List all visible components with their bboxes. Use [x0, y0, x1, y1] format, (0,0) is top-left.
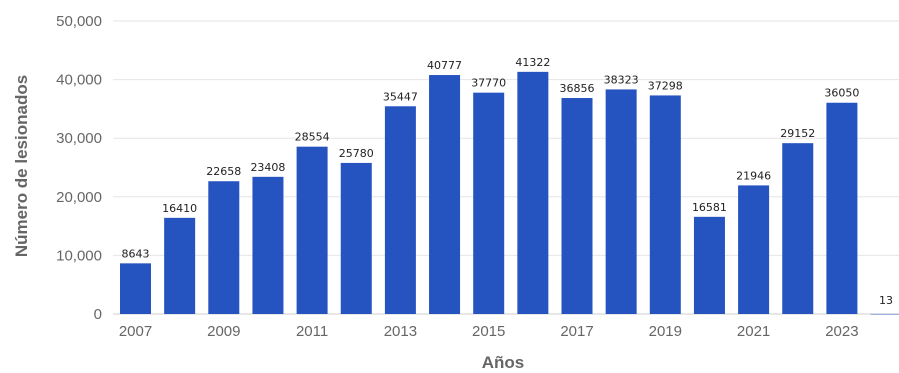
bar-data-label: 37770 [471, 77, 506, 90]
bar [164, 217, 196, 314]
bar-data-label: 23408 [250, 161, 285, 174]
y-axis-ticks: 0 10,000 20,000 30,000 40,000 50,000 [56, 13, 102, 323]
bar-data-label: 13 [879, 294, 893, 307]
data-labels: 8643 16410 22658 23408 28554 25780 35447 40777 3… [122, 56, 894, 307]
bar-data-label: 36050 [824, 87, 859, 100]
y-axis-title: Número de lesionados [12, 75, 31, 257]
bar-data-label: 29152 [780, 127, 815, 140]
y-tick-label: 40,000 [56, 72, 102, 89]
bar [296, 146, 328, 314]
bar [826, 102, 858, 314]
bar [340, 162, 372, 314]
x-tick-label: 2021 [737, 323, 770, 340]
bar-data-label: 36856 [560, 82, 595, 95]
bar-data-label: 40777 [427, 59, 462, 72]
bar-data-label: 28554 [295, 131, 330, 144]
bars [120, 71, 899, 315]
bar [120, 263, 151, 314]
bar [252, 176, 284, 314]
x-tick-label: 2023 [825, 323, 858, 340]
bar [561, 98, 593, 315]
bar [473, 92, 505, 314]
x-tick-label: 2015 [472, 323, 505, 340]
bar [517, 71, 549, 314]
bar [384, 106, 416, 314]
x-tick-label: 2017 [560, 323, 593, 340]
x-tick-label: 2007 [119, 323, 152, 340]
y-tick-label: 20,000 [56, 189, 102, 206]
bar [429, 75, 461, 314]
bar [605, 89, 637, 315]
x-tick-label: 2011 [296, 323, 328, 340]
x-axis-title: Años [482, 353, 525, 372]
y-tick-label: 0 [94, 306, 102, 323]
bar [782, 143, 814, 314]
bar-data-label: 25780 [339, 147, 374, 160]
x-tick-label: 2019 [649, 323, 682, 340]
bar-data-label: 41322 [515, 56, 550, 69]
x-tick-label: 2013 [384, 323, 417, 340]
bar [649, 95, 681, 315]
bar-data-label: 22658 [206, 165, 241, 178]
bar [738, 185, 770, 314]
bar [208, 181, 240, 314]
bar-data-label: 16410 [162, 202, 197, 215]
y-tick-label: 50,000 [56, 13, 102, 30]
bar-data-label: 21946 [736, 169, 771, 182]
x-tick-label: 2009 [207, 323, 240, 340]
y-tick-label: 30,000 [56, 130, 102, 147]
bar-data-label: 16581 [692, 201, 727, 214]
x-axis-ticks: 2007 2009 2011 2013 2015 2017 2019 2021 2023 [119, 323, 859, 340]
bar-data-label: 38323 [604, 73, 639, 86]
bar-data-label: 35447 [383, 90, 418, 103]
bar-data-label: 8643 [122, 247, 150, 260]
bar [693, 216, 725, 314]
bar [870, 313, 899, 315]
bar-data-label: 37298 [648, 79, 683, 92]
y-tick-label: 10,000 [56, 247, 102, 264]
